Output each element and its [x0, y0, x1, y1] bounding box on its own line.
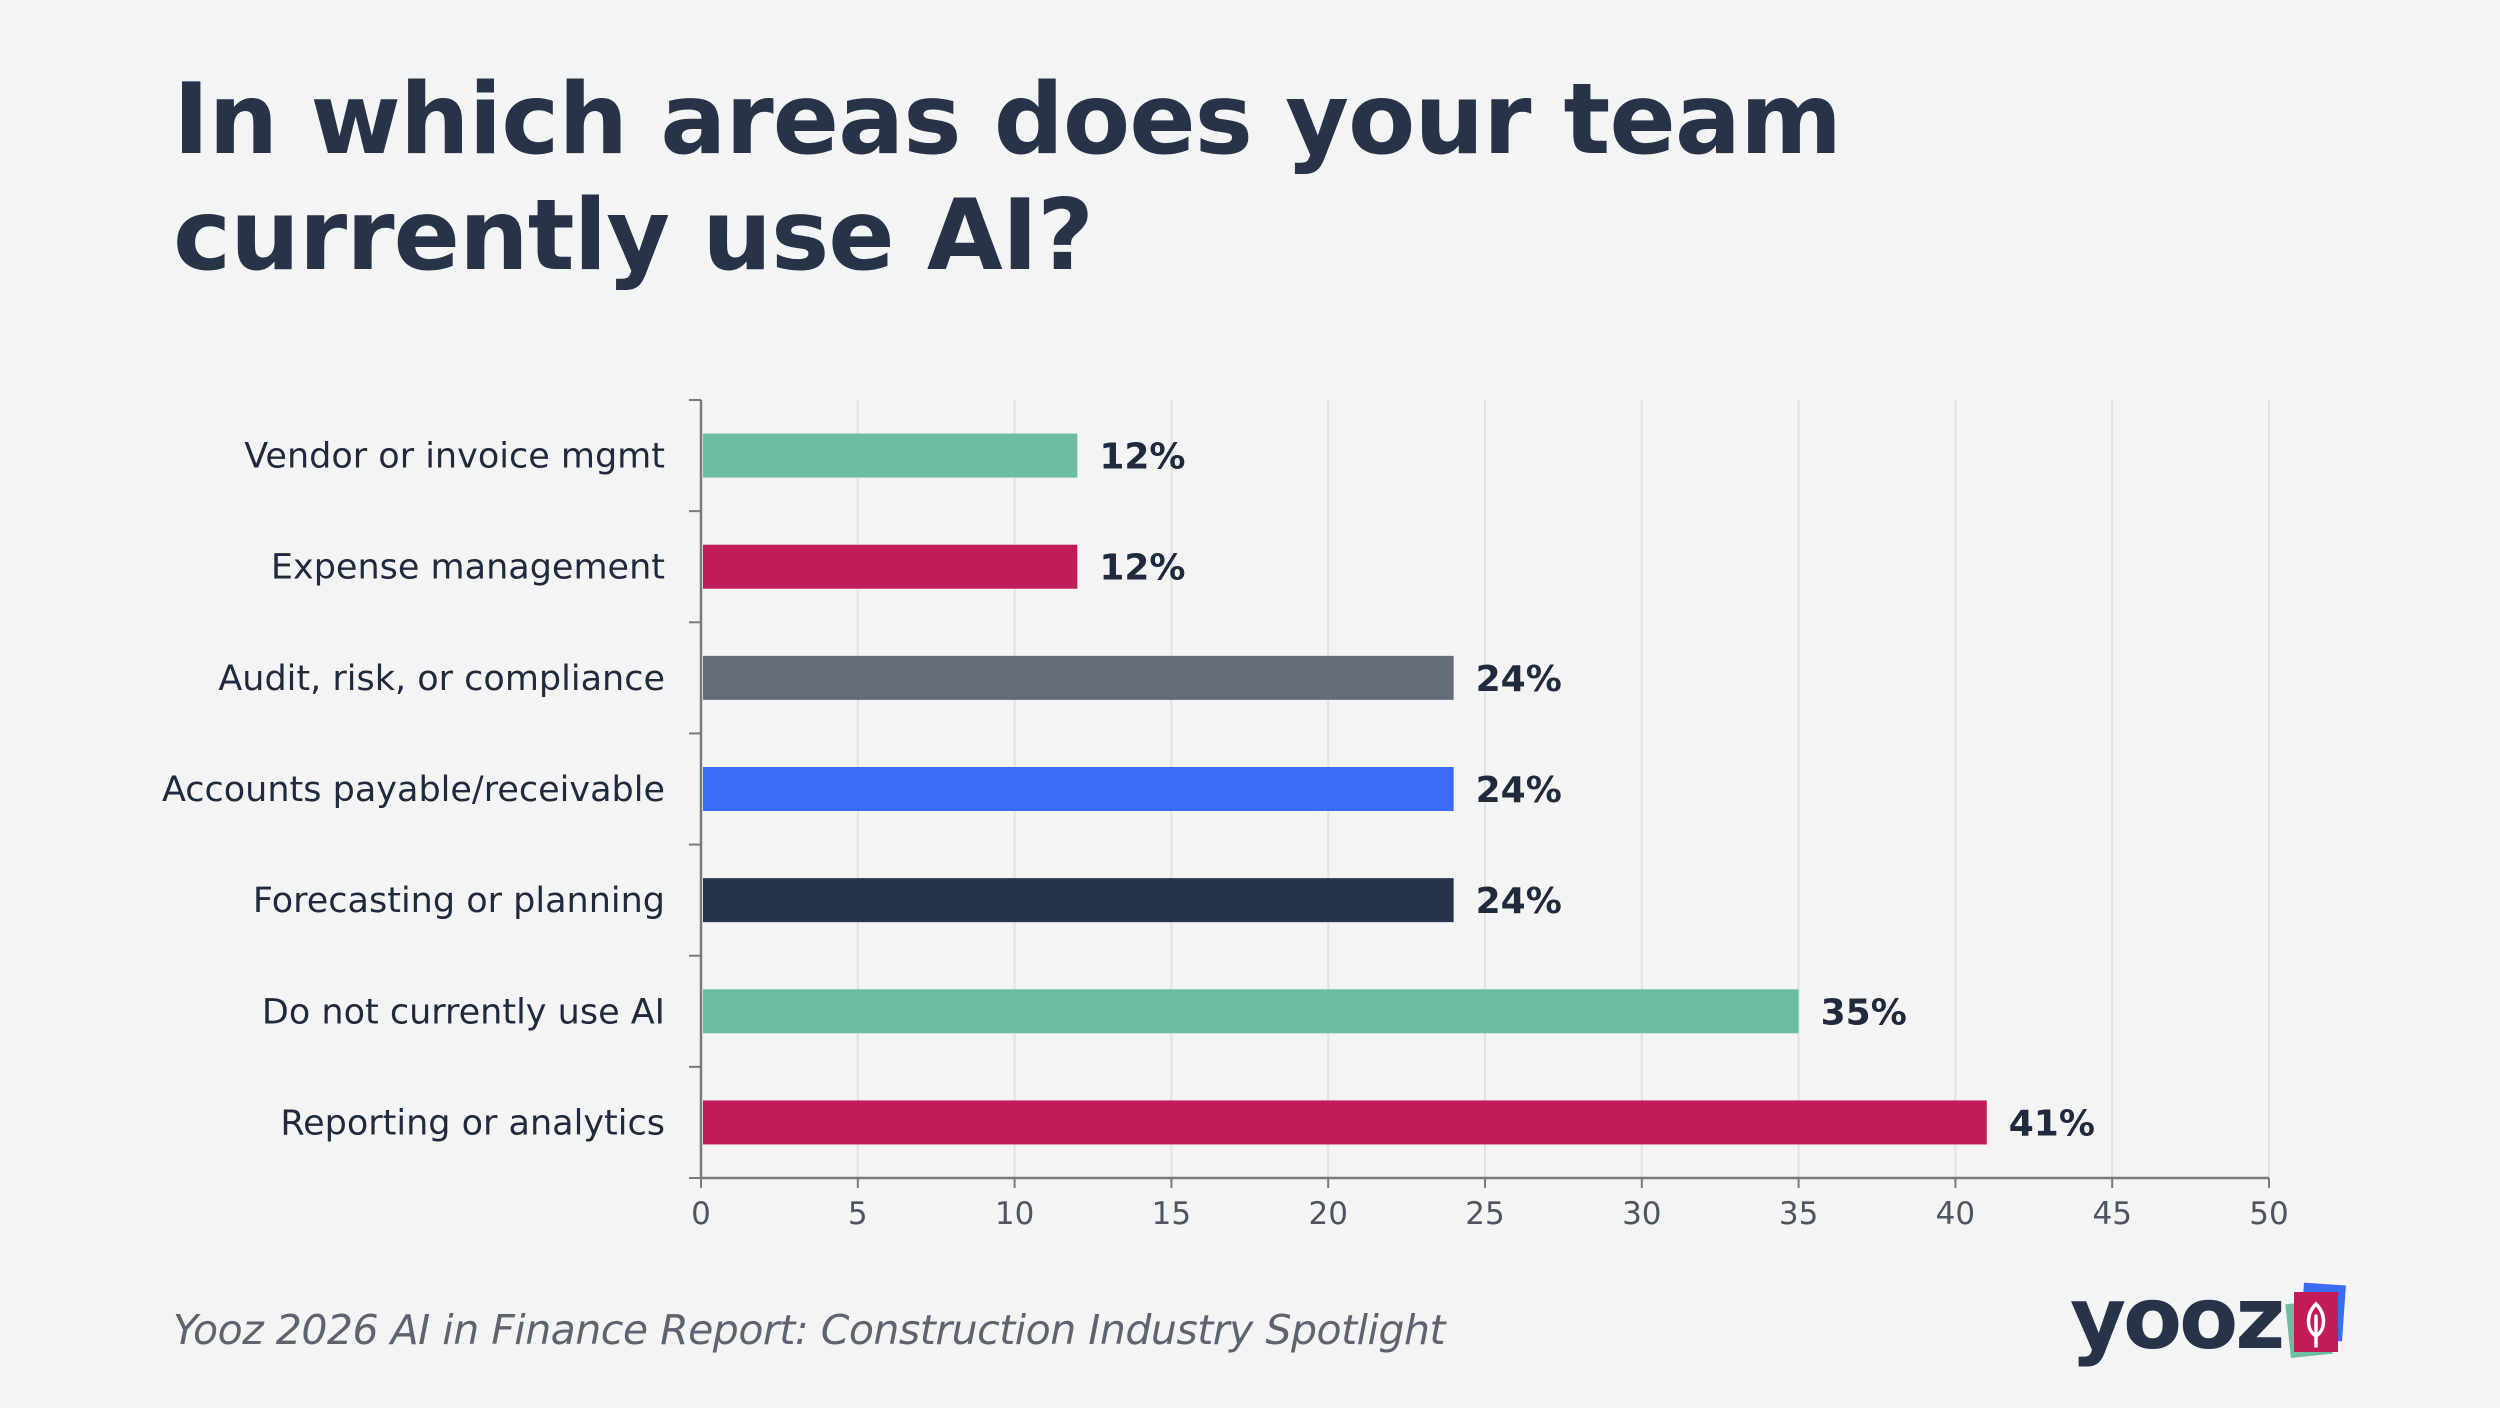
value-label: 35%: [1821, 992, 1907, 1033]
value-label: 41%: [2009, 1103, 2095, 1144]
x-tick-label: 20: [1308, 1196, 1347, 1232]
x-tick-label: 35: [1779, 1196, 1818, 1232]
value-label: 12%: [1099, 437, 1185, 478]
logo-wordmark: yooz: [2070, 1270, 2282, 1369]
category-label: Vendor or invoice mgmt: [244, 437, 665, 477]
category-label: Accounts payable/receivable: [162, 770, 665, 810]
x-tick-label: 25: [1465, 1196, 1504, 1232]
yooz-logo: yooz: [2070, 1270, 2346, 1369]
x-tick-label: 5: [848, 1196, 868, 1232]
value-label: 24%: [1476, 659, 1562, 700]
x-tick-label: 40: [1936, 1196, 1975, 1232]
leaf-icon: [2285, 1282, 2346, 1359]
category-label: Forecasting or planning: [253, 881, 665, 921]
bars: [703, 433, 1987, 1145]
bar: [703, 989, 1799, 1034]
labels: 0 5 10 15 20 25 30 35 40 45 50 Vendor or invoice mg…: [162, 437, 2289, 1232]
category-label: Audit, risk, or compliance: [218, 659, 665, 699]
bar: [703, 767, 1454, 811]
bar: [703, 433, 1078, 478]
category-label: Reporting or analytics: [280, 1103, 665, 1143]
value-label: 24%: [1476, 770, 1562, 811]
x-tick-label: 30: [1622, 1196, 1661, 1232]
bar: [703, 655, 1454, 700]
chart-title: In which areas does your team currently …: [173, 63, 1842, 293]
category-label: Do not currently use AI: [262, 992, 665, 1032]
value-label: 24%: [1476, 881, 1562, 922]
axes: [689, 399, 2270, 1188]
x-tick-label: 0: [691, 1196, 711, 1232]
bar: [703, 878, 1454, 923]
value-label: 12%: [1099, 548, 1185, 589]
x-tick-label: 45: [2092, 1196, 2131, 1232]
category-label: Expense management: [271, 548, 665, 588]
x-tick-label: 10: [995, 1196, 1034, 1232]
bar: [703, 1100, 1987, 1145]
x-tick-label: 50: [2249, 1196, 2288, 1232]
source-footer: Yooz 2026 AI in Finance Report: Construc…: [173, 1306, 1446, 1354]
bar: [703, 544, 1078, 589]
x-tick-label: 15: [1152, 1196, 1191, 1232]
